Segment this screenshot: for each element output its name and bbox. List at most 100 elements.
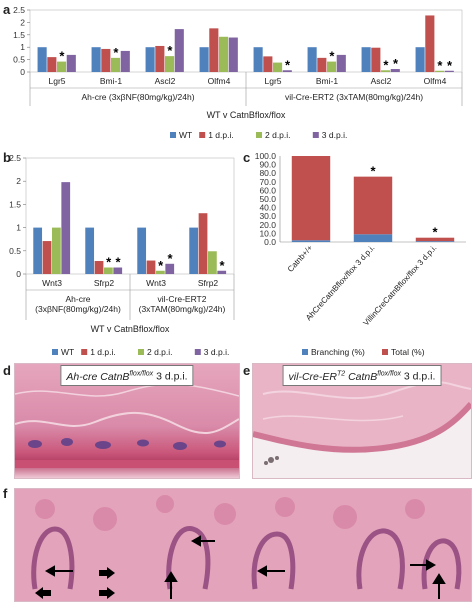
bar-wt: [253, 47, 263, 72]
bar-d2: [52, 227, 61, 274]
y-tick-label: 30.0: [259, 211, 276, 221]
y-tick-label: 2: [16, 176, 21, 186]
bar-d1: [42, 241, 52, 274]
bar-d2: [111, 57, 121, 72]
bar-d2: [104, 267, 113, 274]
y-tick-label: 70.0: [259, 177, 276, 187]
category-label: Catnb+/+: [286, 243, 315, 274]
legend-label-wt: WT: [179, 130, 192, 140]
significance-star: *: [158, 258, 164, 273]
y-tick-label: 0.0: [264, 237, 276, 247]
bar-d3: [120, 50, 130, 72]
legend-swatch-branching: [302, 349, 308, 355]
significance-star: *: [432, 225, 438, 240]
y-tick-label: 1: [20, 42, 25, 52]
category-label: Wnt3: [146, 278, 166, 288]
histology-f-drawing: [15, 489, 471, 601]
legend-label-d3: 3 d.p.i.: [322, 130, 348, 140]
bar-d3: [336, 54, 346, 72]
legend-label-d2: 2 d.p.i.: [265, 130, 291, 140]
bar-d3: [217, 270, 227, 274]
histology-label-d: Ah-cre CatnBflox/flox 3 d.p.i.: [60, 365, 194, 386]
legend-label-wt: WT: [61, 347, 74, 357]
panel-label-d: d: [3, 363, 11, 378]
bar-d1: [425, 15, 435, 72]
legend-label-d3: 3 d.p.i.: [204, 347, 230, 357]
histology-image-d: Ah-cre CatnBflox/flox 3 d.p.i.: [14, 363, 240, 479]
legend-swatch-d1: [81, 349, 88, 355]
significance-star: *: [383, 57, 389, 72]
y-tick-label: 1.5: [13, 30, 25, 40]
bar-d2: [327, 61, 337, 72]
group-label: (3xβNF(80mg/kg)/24h): [35, 304, 121, 314]
y-tick-label: 1.5: [9, 199, 21, 209]
significance-star: *: [59, 49, 65, 64]
y-tick-label: 0: [16, 269, 21, 279]
legend-swatch-wt: [170, 132, 176, 138]
bar-d3: [390, 69, 400, 72]
bar-d2: [165, 56, 175, 72]
bar-d1: [47, 57, 57, 72]
group-label: vil-Cre-ERT2 (3xTAM(80mg/kg)/24h): [285, 92, 423, 102]
bar-wt: [137, 227, 147, 274]
y-tick-label: 10.0: [259, 228, 276, 238]
category-label: Wnt3: [42, 278, 62, 288]
bar-d2: [381, 70, 391, 72]
y-tick-label: 1: [16, 223, 21, 233]
significance-star: *: [437, 58, 443, 73]
bar-d3: [165, 263, 175, 274]
legend-swatch-d2: [138, 349, 144, 355]
histology-label-e: vil-Cre-ERT2 CatnBflox/flox 3 d.p.i.: [282, 365, 442, 386]
category-label: Ascl2: [371, 76, 392, 86]
bar-total: [353, 176, 393, 235]
legend-swatch-d1: [199, 132, 206, 138]
legend-label-branching: Branching (%): [311, 347, 365, 357]
bar-d1: [101, 48, 111, 72]
bar-wt: [199, 47, 209, 72]
x-axis-title: WT v CatnBflox/flox: [91, 324, 170, 334]
bar-d3: [61, 182, 71, 274]
bar-wt: [91, 47, 101, 72]
legend-swatch-d3: [312, 132, 319, 138]
bar-d3: [113, 267, 123, 274]
significance-star: *: [113, 45, 119, 60]
category-label: Sfrp2: [94, 278, 115, 288]
category-label: Sfrp2: [198, 278, 219, 288]
significance-star: *: [220, 258, 226, 273]
group-label: Ah-cre: [65, 294, 90, 304]
bar-branching: [415, 241, 455, 242]
y-tick-label: 0.5: [13, 55, 25, 65]
significance-star: *: [106, 255, 112, 270]
bar-total: [291, 156, 331, 241]
legend-label-d1: 1 d.p.i.: [208, 130, 234, 140]
bar-wt: [307, 47, 317, 72]
y-tick-label: 80.0: [259, 168, 276, 178]
panel-label-e: e: [243, 363, 251, 378]
category-label: Lgr5: [264, 76, 281, 86]
y-tick-label: 2: [20, 17, 25, 27]
histology-image-f: [14, 488, 472, 602]
category-label: Bmi-1: [100, 76, 122, 86]
legend-swatch-total: [382, 349, 388, 355]
chart-c: 0.010.020.030.040.050.060.070.080.090.01…: [255, 151, 466, 357]
bar-wt: [37, 47, 47, 72]
bar-d3: [282, 70, 292, 72]
bar-d1: [94, 261, 104, 274]
y-tick-label: 0.5: [9, 246, 21, 256]
y-tick-label: 50.0: [259, 194, 276, 204]
legend-label-d1: 1 d.p.i.: [90, 347, 116, 357]
bar-wt: [33, 227, 43, 274]
bar-d3: [444, 70, 454, 72]
y-tick-label: 60.0: [259, 185, 276, 195]
bar-wt: [415, 47, 425, 72]
y-tick-label: 20.0: [259, 220, 276, 230]
panel-label-c: c: [243, 150, 251, 165]
bar-branching: [353, 234, 393, 242]
panel-label-a: a: [3, 2, 11, 17]
significance-star: *: [370, 164, 376, 179]
panel-label-f: f: [3, 486, 8, 501]
chart-a: 0 0.5 1 1.5 2 2.5 Lgr5 Bmi-1 Ascl2 Olfm4 Lgr5 Bmi-1…: [13, 5, 463, 140]
bar-wt: [361, 47, 371, 72]
significance-star: *: [285, 57, 291, 72]
